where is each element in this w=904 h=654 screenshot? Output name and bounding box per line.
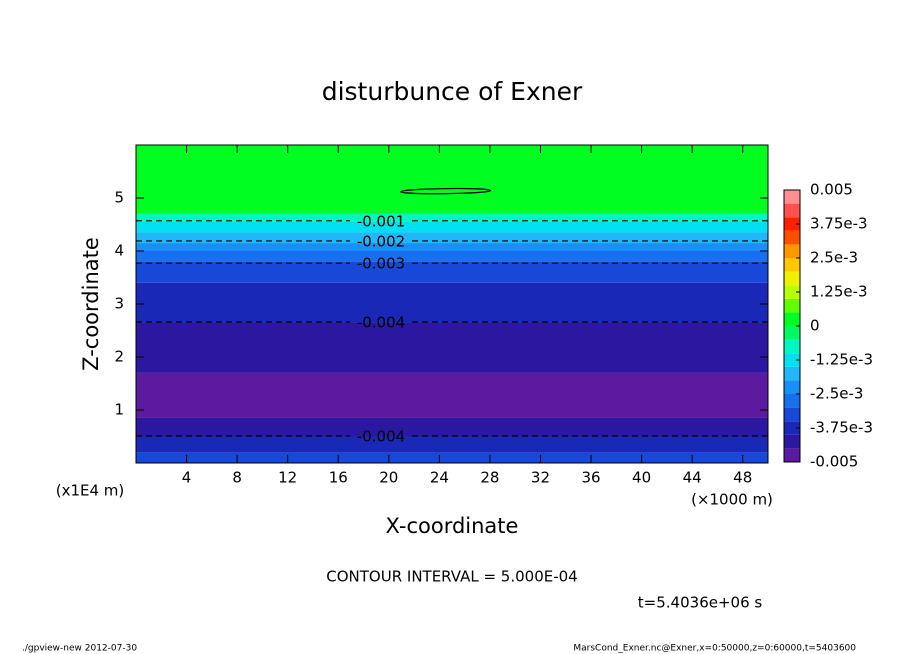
contour-label: -0.003 <box>357 255 405 273</box>
colorbar-swatch <box>784 421 800 435</box>
x-tick-label: 16 <box>329 469 348 487</box>
contour-fill <box>136 232 768 244</box>
x-tick-label: 8 <box>232 469 242 487</box>
colorbar-tick-label: 0.005 <box>810 181 853 199</box>
colorbar-swatch <box>784 203 800 218</box>
colorbar-swatch <box>784 380 800 394</box>
y-tick-label: 3 <box>114 295 124 313</box>
contour-fill <box>136 417 768 437</box>
y-tick-label: 4 <box>114 242 124 260</box>
contour-fill <box>136 145 768 214</box>
colorbar-tick-label: 0 <box>810 317 820 335</box>
colorbar-swatch <box>784 394 800 408</box>
contour-fill <box>136 261 768 283</box>
x-axis-label: X-coordinate <box>386 514 519 538</box>
x-tick-label: 28 <box>480 469 499 487</box>
x-tick-label: 32 <box>531 469 550 487</box>
colorbar-swatch <box>784 407 800 422</box>
contour-interval: CONTOUR INTERVAL = 5.000E-04 <box>326 568 577 586</box>
colorbar-tick-label: 2.5e-3 <box>810 249 858 267</box>
y-tick-label: 5 <box>114 189 124 207</box>
contour-label: -0.002 <box>357 232 405 250</box>
y-unit: (x1E4 m) <box>56 482 125 500</box>
contour-fill <box>136 282 768 323</box>
x-tick-label: 12 <box>278 469 297 487</box>
colorbar-swatch <box>784 434 800 449</box>
colorbar-swatch <box>784 339 800 354</box>
colorbar-tick-label: -3.75e-3 <box>810 419 873 437</box>
y-tick-label: 2 <box>114 348 124 366</box>
contour-label: -0.004 <box>357 314 405 332</box>
x-tick-label: 24 <box>430 469 449 487</box>
colorbar-swatch <box>784 230 800 245</box>
x-tick-label: 40 <box>632 469 651 487</box>
colorbar-tick-label: 1.25e-3 <box>810 283 868 301</box>
colorbar-swatch <box>784 353 800 367</box>
contour-fill <box>136 243 768 251</box>
colorbar-swatch <box>784 312 800 326</box>
colorbar-swatch <box>784 271 800 286</box>
closed-contour <box>400 187 492 195</box>
contour-fill <box>136 372 768 418</box>
contour-fill <box>136 251 768 262</box>
contour-label: -0.001 <box>357 212 405 230</box>
footer-left: ./gpview-new 2012-07-30 <box>22 644 137 654</box>
x-tick-label: 4 <box>182 469 192 487</box>
colorbar-swatch <box>784 190 800 204</box>
colorbar-tick-label: -2.5e-3 <box>810 385 863 403</box>
y-axis-label: Z-coordinate <box>79 237 103 371</box>
x-tick-label: 36 <box>581 469 600 487</box>
colorbar-swatch <box>784 366 800 381</box>
contour-fill <box>136 452 768 463</box>
y-tick-label: 1 <box>114 401 124 419</box>
colorbar-tick-label: -0.005 <box>810 453 858 471</box>
colorbar-tick-label: 3.75e-3 <box>810 215 868 233</box>
contour-fill <box>136 322 768 373</box>
colorbar-swatch <box>784 448 800 462</box>
x-tick-label: 20 <box>379 469 398 487</box>
footer-right: MarsCond_Exner.nc@Exner,x=0:50000,z=0:60… <box>573 644 856 654</box>
colorbar-swatch <box>784 285 800 299</box>
colorbar-swatch <box>784 244 800 258</box>
contour-label: -0.004 <box>357 427 405 445</box>
colorbar-swatch <box>784 217 800 231</box>
colorbar-swatch <box>784 258 800 272</box>
time-label: t=5.4036e+06 s <box>638 594 763 612</box>
x-tick-label: 44 <box>683 469 702 487</box>
chart-title: disturbunce of Exner <box>322 77 583 106</box>
x-tick-label: 48 <box>733 469 752 487</box>
colorbar-tick-label: -1.25e-3 <box>810 351 873 369</box>
contour-fill <box>136 221 768 233</box>
contour-fill <box>136 436 768 453</box>
colorbar-swatch <box>784 298 800 313</box>
x-unit: (×1000 m) <box>691 491 773 509</box>
colorbar-swatch <box>784 326 800 340</box>
contour-fill <box>136 213 768 222</box>
